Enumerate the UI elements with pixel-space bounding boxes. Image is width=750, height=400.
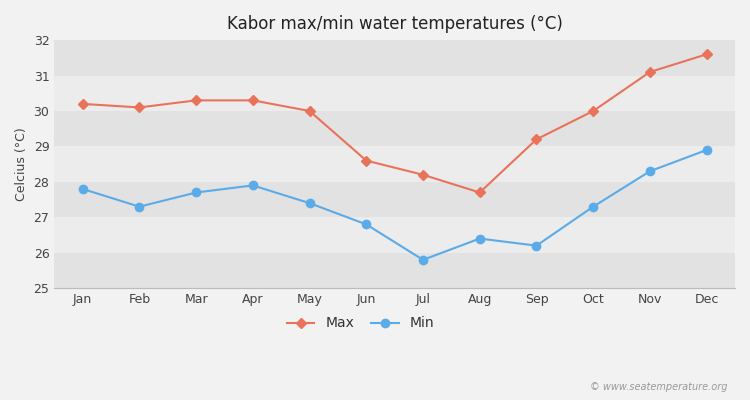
Max bbox=[419, 172, 428, 177]
Max bbox=[78, 102, 87, 106]
Bar bbox=[54, 111, 735, 146]
Line: Min: Min bbox=[79, 146, 711, 264]
Title: Kabor max/min water temperatures (°C): Kabor max/min water temperatures (°C) bbox=[226, 15, 562, 33]
Min bbox=[362, 222, 370, 227]
Max bbox=[589, 108, 598, 113]
Min bbox=[646, 169, 655, 174]
Bar bbox=[54, 76, 735, 111]
Line: Max: Max bbox=[80, 51, 710, 196]
Max bbox=[191, 98, 200, 103]
Max bbox=[305, 108, 314, 113]
Bar bbox=[54, 217, 735, 253]
Min bbox=[532, 243, 541, 248]
Min bbox=[305, 201, 314, 206]
Min bbox=[476, 236, 484, 241]
Min bbox=[191, 190, 200, 195]
Text: © www.seatemperature.org: © www.seatemperature.org bbox=[590, 382, 728, 392]
Max bbox=[248, 98, 257, 103]
Legend: Max, Min: Max, Min bbox=[281, 311, 440, 336]
Bar bbox=[54, 40, 735, 76]
Max bbox=[646, 70, 655, 74]
Min bbox=[78, 186, 87, 191]
Bar bbox=[54, 182, 735, 217]
Max bbox=[476, 190, 484, 195]
Max bbox=[135, 105, 144, 110]
Min bbox=[702, 148, 711, 152]
Min bbox=[248, 183, 257, 188]
Max bbox=[702, 52, 711, 57]
Bar bbox=[54, 253, 735, 288]
Bar bbox=[54, 146, 735, 182]
Max bbox=[362, 158, 370, 163]
Min bbox=[135, 204, 144, 209]
Y-axis label: Celcius (°C): Celcius (°C) bbox=[15, 127, 28, 201]
Max bbox=[532, 137, 541, 142]
Min bbox=[419, 258, 428, 262]
Min bbox=[589, 204, 598, 209]
